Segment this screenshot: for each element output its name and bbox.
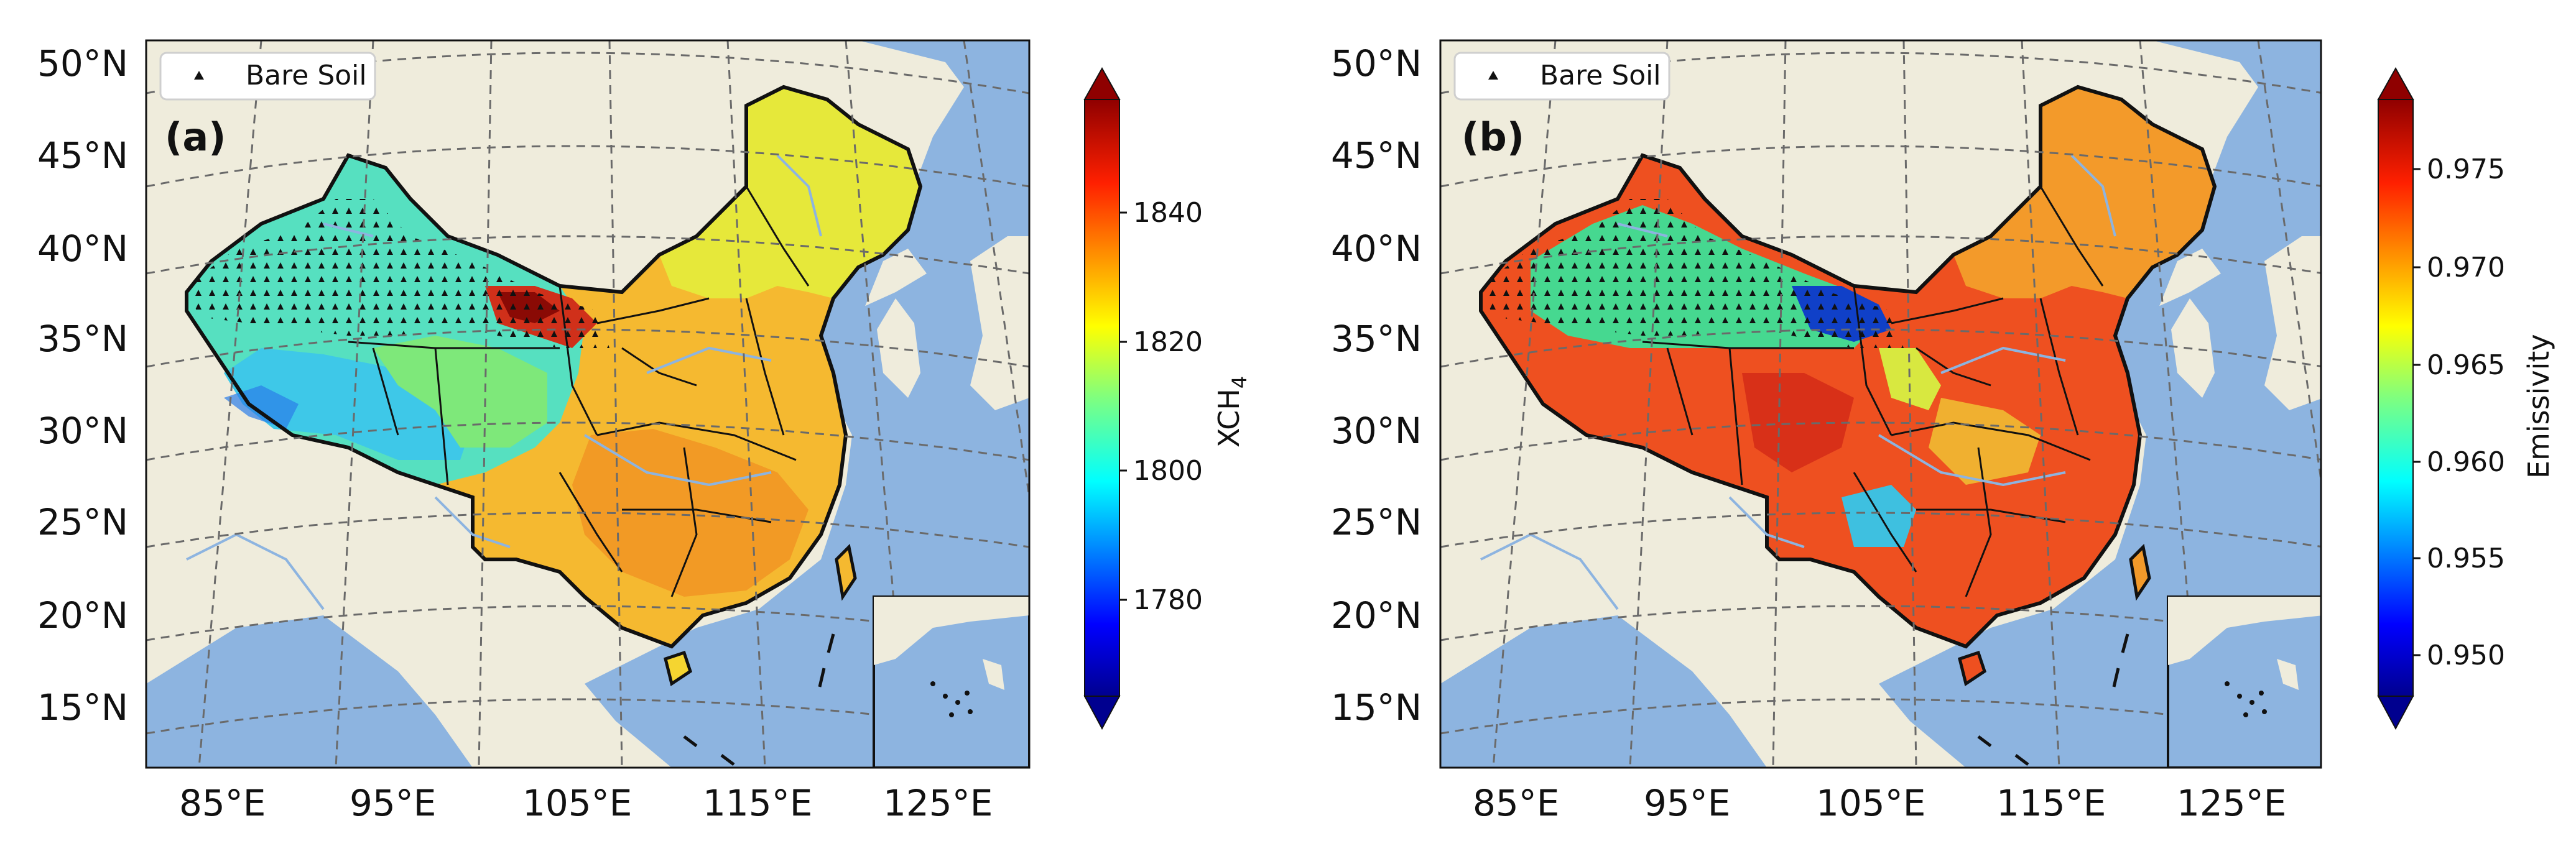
panel-label: (b) bbox=[1462, 114, 1524, 160]
bare-soil-markers bbox=[1481, 199, 1904, 348]
map-panel-b: Bare Soil (b) 50°N 45°N 40°N 35°N 30°N 2… bbox=[1331, 39, 2555, 824]
lat-tick: 35°N bbox=[1331, 318, 1422, 360]
colorbar-tick: 0.970 bbox=[2427, 252, 2505, 283]
korea-land bbox=[2171, 298, 2215, 398]
colorbar-label: Emissivity bbox=[2522, 334, 2555, 479]
lon-tick: 105°E bbox=[522, 782, 632, 824]
lat-tick: 45°N bbox=[37, 134, 128, 177]
colorbar-tick: 1840 bbox=[1133, 197, 1203, 229]
lat-tick: 20°N bbox=[37, 594, 128, 636]
bay-of-bengal bbox=[1440, 615, 1767, 768]
triangle-marker-icon bbox=[194, 71, 204, 80]
lat-tick: 40°N bbox=[37, 227, 128, 270]
lon-tick: 85°E bbox=[179, 782, 266, 824]
legend-label: Bare Soil bbox=[1540, 60, 1661, 91]
lat-tick: 45°N bbox=[1331, 134, 1422, 177]
lat-tick: 40°N bbox=[1331, 227, 1422, 270]
ocean bbox=[585, 40, 1029, 768]
panel-label: (a) bbox=[165, 114, 226, 160]
colorbar-tick: 1820 bbox=[1133, 326, 1203, 358]
lon-tick: 95°E bbox=[350, 782, 436, 824]
lon-tick: 125°E bbox=[2177, 782, 2286, 824]
colorbar-label: XCH4 bbox=[1212, 376, 1251, 448]
lon-tick: 105°E bbox=[1816, 782, 1925, 824]
japan-land bbox=[970, 236, 1029, 410]
south-china-sea-inset bbox=[873, 595, 1029, 768]
colorbar-tick: 0.955 bbox=[2427, 543, 2505, 574]
nine-dash-line bbox=[1977, 633, 2129, 766]
boundaries bbox=[185, 85, 923, 687]
map-frame bbox=[1439, 39, 2322, 769]
map-frame bbox=[145, 39, 1031, 769]
lon-tick: 115°E bbox=[703, 782, 812, 824]
colorbar-tick: 0.960 bbox=[2427, 446, 2505, 478]
latitude-ticks: 50°N 45°N 40°N 35°N 30°N 25°N 20°N 15°N bbox=[37, 42, 128, 728]
japan-land bbox=[2264, 236, 2321, 410]
lon-tick: 95°E bbox=[1644, 782, 1730, 824]
lat-tick: 15°N bbox=[37, 686, 128, 728]
rivers bbox=[186, 154, 822, 610]
lon-tick: 125°E bbox=[883, 782, 993, 824]
nine-dash-line bbox=[683, 633, 835, 766]
lon-tick: 115°E bbox=[1996, 782, 2106, 824]
lat-tick: 50°N bbox=[1331, 42, 1422, 85]
colorbar-a: 1780 1800 1820 1840 XCH4 bbox=[1083, 67, 1251, 730]
lat-tick: 25°N bbox=[37, 501, 128, 543]
colorbar-tick: 0.950 bbox=[2427, 640, 2505, 671]
lat-tick: 15°N bbox=[1331, 686, 1422, 728]
bare-soil-markers bbox=[187, 199, 609, 348]
legend: Bare Soil bbox=[159, 52, 376, 101]
lat-tick: 30°N bbox=[37, 410, 128, 452]
colorbar-b: 0.950 0.955 0.960 0.965 0.970 0.975 Emis… bbox=[2377, 67, 2555, 730]
colorbar-tick: 1800 bbox=[1133, 455, 1203, 487]
lat-tick: 25°N bbox=[1331, 501, 1422, 543]
longitude-ticks: 85°E 95°E 105°E 115°E 125°E bbox=[179, 782, 993, 824]
lon-tick: 85°E bbox=[1473, 782, 1559, 824]
colorbar-tick: 0.975 bbox=[2427, 154, 2505, 185]
lat-tick: 35°N bbox=[37, 318, 128, 360]
colorbar-tick: 1780 bbox=[1133, 584, 1203, 616]
boundaries bbox=[1479, 85, 2217, 687]
map-panel-a: Bare Soil (a) 50°N 45°N 40°N 35°N 30°N 2… bbox=[37, 39, 1251, 824]
ocean bbox=[1879, 40, 2321, 768]
legend-label: Bare Soil bbox=[246, 60, 367, 91]
triangle-marker-icon bbox=[1488, 71, 1498, 80]
rivers bbox=[1480, 154, 2116, 610]
south-china-sea-inset bbox=[2167, 595, 2321, 768]
colorbar-tick: 0.965 bbox=[2427, 349, 2505, 381]
lat-tick: 20°N bbox=[1331, 594, 1422, 636]
lat-tick: 50°N bbox=[37, 42, 128, 85]
legend: Bare Soil bbox=[1453, 52, 1670, 101]
longitude-ticks: 85°E 95°E 105°E 115°E 125°E bbox=[1473, 782, 2286, 824]
korea-japan-land bbox=[877, 298, 920, 398]
lat-tick: 30°N bbox=[1331, 410, 1422, 452]
latitude-ticks: 50°N 45°N 40°N 35°N 30°N 25°N 20°N 15°N bbox=[1331, 42, 1422, 728]
bay-of-bengal bbox=[146, 615, 473, 768]
